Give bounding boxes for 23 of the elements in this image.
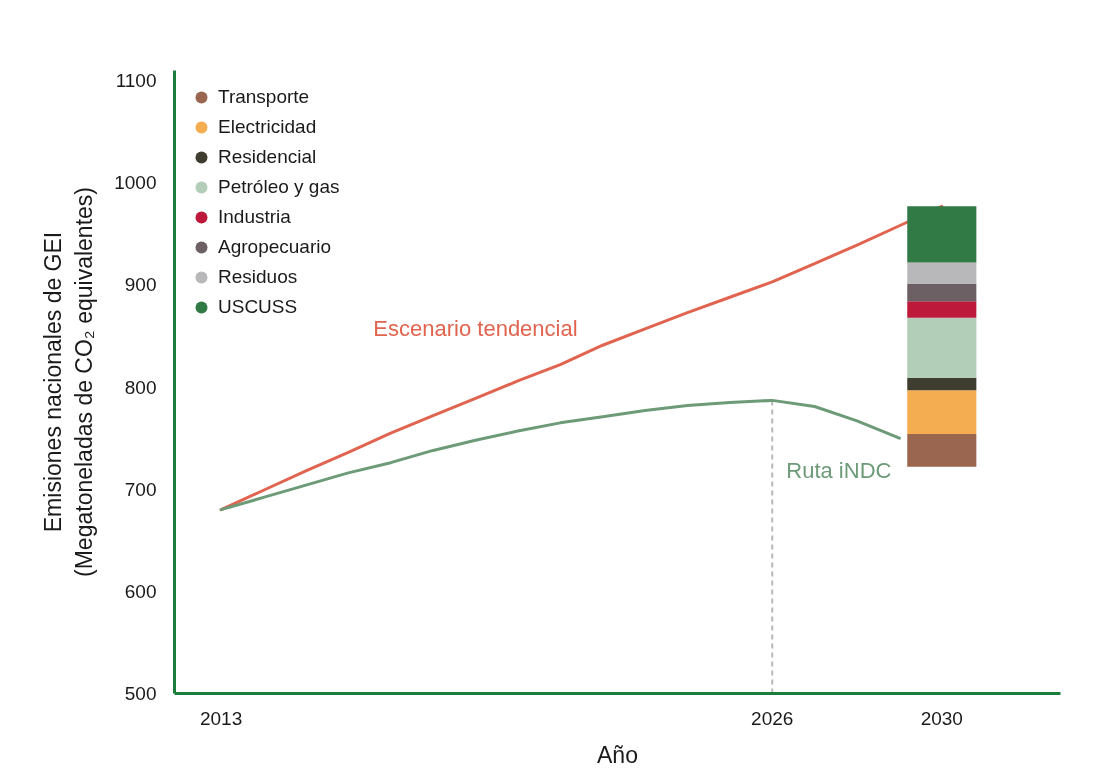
x-axis-title: Año [597,741,638,768]
series-label: Ruta iNDC [786,457,892,483]
y-tick-label: 1000 [114,172,157,194]
y-axis-title: Emisiones nacionales de GEI (Megatoneladas de CO₂ equivalentes) [40,187,98,577]
x-tick-label: 2030 [920,707,963,729]
y-tick-label: 800 [124,376,157,398]
y-tick-label: 700 [124,478,157,500]
y-tick-label: 500 [124,683,157,704]
legend-label: Electricidad [218,115,317,139]
legend-label: Transporte [218,85,310,109]
legend-label: Residuos [218,265,298,289]
series-label: Escenario tendencial [373,315,578,341]
legend-label: Industria [218,205,291,229]
x-tick-label: 2026 [751,707,794,729]
line-series [219,398,901,512]
y-tick-label: 900 [124,274,157,296]
legend-label: Agropecuario [218,235,332,259]
y-tick-label: 600 [124,580,157,602]
legend-label: Petróleo y gas [218,175,340,199]
legend-label: Residencial [218,145,317,169]
y-tick-label: 1100 [115,70,157,92]
legend-label: USCUSS [218,295,298,319]
x-tick-label: 2013 [200,707,243,729]
